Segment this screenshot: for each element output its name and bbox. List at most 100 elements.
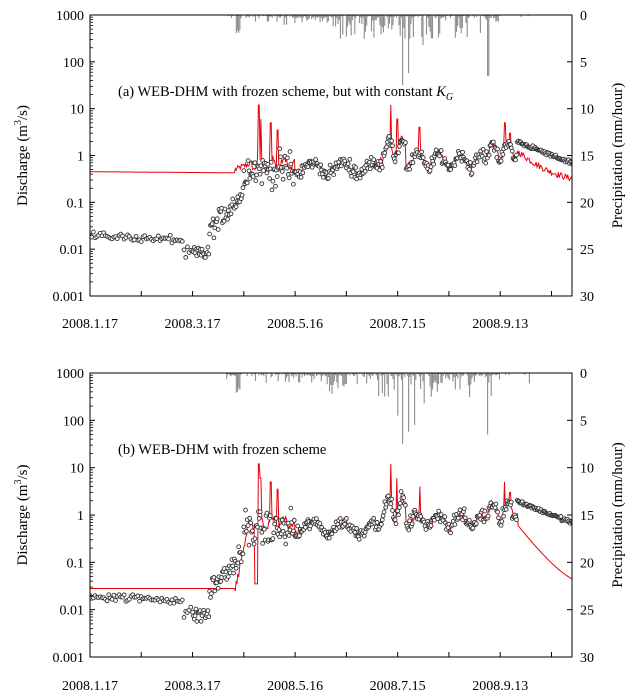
observed-point (361, 533, 367, 539)
observed-point (183, 255, 189, 260)
observed-point (398, 489, 404, 494)
right-y-tick-label: 5 (580, 414, 587, 429)
observed-point (256, 516, 262, 521)
observed-point (245, 523, 251, 528)
observed-point (218, 579, 224, 584)
observed-point (261, 168, 266, 173)
observed-point (382, 150, 388, 156)
observed-point (314, 516, 319, 521)
observed-point (495, 146, 500, 152)
observed-point (407, 518, 412, 524)
left-y-tick-label: 1000 (56, 9, 84, 24)
observed-point (317, 521, 323, 526)
observed-point (280, 176, 286, 182)
observed-point (264, 510, 270, 516)
observed-point (288, 161, 294, 167)
observed-point (470, 525, 476, 531)
x-tick-label: 2008.7.15 (370, 317, 426, 332)
observed-point (326, 175, 331, 181)
observed-point (509, 148, 515, 154)
observed-point (500, 152, 506, 157)
observed-point (483, 160, 489, 166)
observed-point (212, 588, 218, 594)
observed-point (244, 528, 249, 534)
observed-point (267, 176, 272, 181)
observed-point (226, 574, 231, 579)
observed-point (257, 171, 263, 177)
observed-point (480, 146, 486, 152)
observed-point (246, 168, 252, 174)
observed-point (397, 500, 403, 506)
observed-point (320, 175, 326, 180)
observed-point (209, 221, 215, 227)
observed-point (455, 515, 461, 521)
observed-point (436, 508, 442, 514)
observed-point (252, 536, 258, 541)
observed-point (498, 523, 504, 528)
observed-point (181, 615, 187, 620)
observed-point (247, 515, 253, 521)
observed-point (367, 166, 373, 172)
observed-point (258, 163, 264, 169)
observed-point (344, 516, 349, 521)
precipitation-bars (226, 15, 529, 86)
observed-point (291, 528, 296, 534)
observed-point (206, 251, 212, 257)
observed-point (379, 165, 385, 170)
observed-point (121, 592, 127, 598)
observed-point (380, 513, 386, 519)
plot-frame (89, 372, 573, 658)
observed-point (379, 521, 384, 527)
observed-point (448, 530, 453, 536)
observed-point (420, 155, 426, 160)
observed-point (245, 158, 251, 163)
left-y-tick-label: 10 (70, 103, 84, 118)
observed-point (226, 208, 231, 213)
observed-point (273, 183, 278, 189)
observed-point (233, 204, 239, 210)
observed-point (397, 505, 402, 510)
observed-point (282, 534, 288, 540)
right-y-tick-label: 0 (580, 9, 587, 24)
observed-point (407, 166, 412, 172)
observed-point (238, 559, 244, 565)
observed-point (501, 513, 506, 519)
observed-point (513, 157, 518, 163)
observed-point (396, 512, 401, 518)
observed-point (389, 496, 395, 502)
observed-point (269, 187, 275, 193)
observed-point (265, 161, 271, 167)
right-y-tick-label: 15 (580, 150, 594, 165)
plot-frame (89, 14, 573, 297)
observed-point (270, 536, 276, 541)
observed-point (286, 533, 292, 538)
observed-point (300, 170, 306, 176)
observed-point (251, 541, 257, 547)
chart-panel-b: 0.001 0.01 0.1 1 10 100 1000 0 5 10 15 20 25 30 2008.1… (13, 367, 626, 694)
observed-point (397, 143, 402, 149)
observed-point (215, 585, 221, 591)
observed-point (329, 531, 335, 537)
observed-point (288, 505, 294, 511)
right-y-tick-label: 30 (580, 290, 594, 305)
observed-point (403, 140, 408, 145)
observed-point (285, 155, 290, 161)
x-tick-label: 2008.9.13 (472, 679, 528, 694)
observed-point (495, 509, 500, 515)
left-y-tick-label: 0.001 (53, 651, 85, 666)
observed-point (188, 604, 194, 610)
observed-point (396, 150, 401, 156)
observed-point (205, 244, 211, 250)
x-tick-label: 2008.9.13 (472, 317, 528, 332)
right-y-tick-label: 30 (580, 651, 594, 666)
left-y-axis-title: Discharge (m3/s) (13, 105, 31, 206)
x-tick-label: 2008.7.15 (370, 679, 426, 694)
observed-point (203, 255, 208, 260)
observed-point (461, 506, 467, 511)
observed-point (452, 163, 458, 168)
observed-point (474, 159, 480, 165)
observed-point (280, 528, 286, 534)
observed-point (419, 149, 424, 155)
precipitation-bars (226, 373, 530, 444)
